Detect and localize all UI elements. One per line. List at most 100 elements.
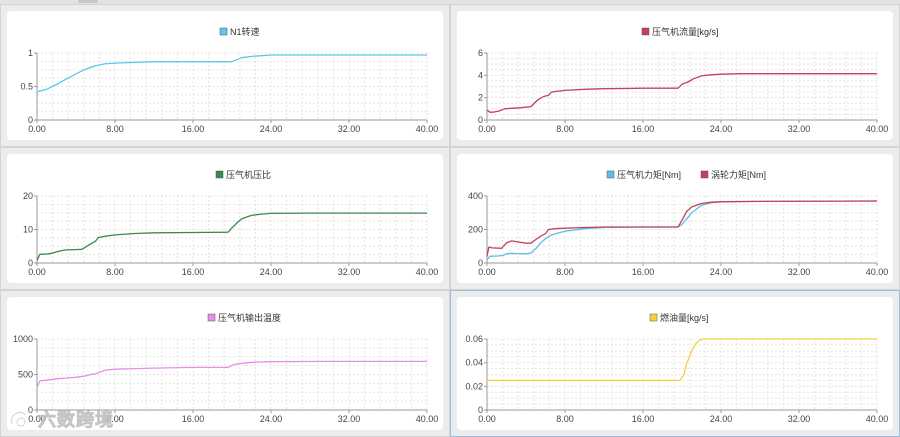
y-tick-label: 2 bbox=[478, 93, 483, 103]
x-tick-label: 16.00 bbox=[182, 267, 205, 277]
x-tick-label: 8.00 bbox=[106, 267, 124, 277]
grid bbox=[486, 338, 878, 411]
chart-cell-pressure-ratio: 0.00 8.00 16.00 24.00 32.00 40.00 0 10 20 压气机压比 bbox=[0, 147, 450, 290]
grid bbox=[36, 52, 428, 121]
chart-svg: 0.00 8.00 16.00 24.00 32.00 40.00 0 0.5 1 N1转速 bbox=[20, 26, 439, 134]
x-tick-label: 24.00 bbox=[260, 267, 283, 277]
chart-svg: 0.00 8.00 16.00 24.00 32.00 40.00 0 2 4 6 压气机流量[kg… bbox=[478, 26, 889, 134]
y-tick-label: 1000 bbox=[13, 334, 33, 344]
x-tick-label: 0.00 bbox=[28, 124, 46, 134]
y-tick-label: 0 bbox=[28, 258, 33, 268]
x-tick-label: 24.00 bbox=[260, 414, 283, 424]
chart-card: 0.00 8.00 16.00 24.00 32.00 40.00 0 10 20 压气机压比 bbox=[7, 154, 443, 283]
y-tick-label: 0.06 bbox=[465, 334, 483, 344]
legend-label: 压气机压比 bbox=[226, 169, 271, 180]
x-tick-label: 8.00 bbox=[556, 124, 574, 134]
y-tick-label: 1 bbox=[28, 48, 33, 58]
x-tick-label: 0.00 bbox=[478, 267, 496, 277]
y-tick-label: 500 bbox=[18, 370, 33, 380]
chart-cell-n1-speed: 0.00 8.00 16.00 24.00 32.00 40.00 0 0.5 1 N1转速 bbox=[0, 4, 450, 147]
x-tick-label: 8.00 bbox=[106, 414, 124, 424]
x-tick-label: 32.00 bbox=[338, 267, 361, 277]
x-tick-label: 8.00 bbox=[106, 124, 124, 134]
grid bbox=[486, 52, 878, 121]
x-tick-label: 24.00 bbox=[260, 124, 283, 134]
x-tick-label: 0.00 bbox=[478, 414, 496, 424]
legend: 压气机压比 bbox=[215, 169, 271, 180]
y-tick-label: 0 bbox=[478, 115, 483, 125]
x-tick-label: 40.00 bbox=[416, 414, 439, 424]
x-tick-label: 40.00 bbox=[866, 414, 889, 424]
x-tick-label: 24.00 bbox=[710, 267, 733, 277]
x-tick-label: 24.00 bbox=[710, 414, 733, 424]
chart-cell-outlet-temperature: 0.00 8.00 16.00 24.00 32.00 40.00 0 500 1000 压气机输… bbox=[0, 290, 450, 437]
top-strip-handle[interactable] bbox=[78, 0, 98, 3]
legend-swatch bbox=[207, 313, 216, 322]
series-line bbox=[487, 338, 877, 382]
x-tick-label: 8.00 bbox=[556, 414, 574, 424]
x-tick-label: 16.00 bbox=[632, 267, 655, 277]
chart-card: 0.00 8.00 16.00 24.00 32.00 40.00 0 0.02 0.04 0.0… bbox=[457, 297, 893, 430]
series-line bbox=[36, 360, 427, 388]
x-tick-label: 40.00 bbox=[416, 267, 439, 277]
legend: N1转速 bbox=[219, 26, 260, 37]
y-tick-label: 0.04 bbox=[465, 358, 483, 368]
legend: 压气机流量[kg/s] bbox=[641, 26, 719, 37]
y-tick-label: 0 bbox=[28, 115, 33, 125]
legend: 压气机力矩[Nm] 涡轮力矩[Nm] bbox=[606, 169, 766, 180]
chart-card: 0.00 8.00 16.00 24.00 32.00 40.00 0 500 1000 压气机输… bbox=[7, 297, 443, 430]
x-tick-label: 0.00 bbox=[28, 267, 46, 277]
y-tick-label: 6 bbox=[478, 48, 483, 58]
legend-label: 燃油量[kg/s] bbox=[660, 312, 709, 323]
chart-svg: 0.00 8.00 16.00 24.00 32.00 40.00 0 500 1000 压气机输… bbox=[13, 312, 439, 424]
legend-label: N1转速 bbox=[230, 26, 260, 37]
y-tick-label: 20 bbox=[23, 191, 33, 201]
top-strip bbox=[0, 0, 900, 4]
x-tick-label: 32.00 bbox=[788, 267, 811, 277]
chart-card: 0.00 8.00 16.00 24.00 32.00 40.00 0 2 4 6 压气机流量[kg… bbox=[457, 11, 893, 140]
y-tick-label: 10 bbox=[23, 225, 33, 235]
series-line bbox=[486, 73, 877, 113]
series-line bbox=[36, 54, 427, 93]
legend-swatch bbox=[641, 27, 650, 36]
y-tick-label: 0.02 bbox=[465, 381, 483, 391]
y-tick-label: 400 bbox=[468, 191, 483, 201]
legend-swatch bbox=[649, 313, 658, 322]
legend: 燃油量[kg/s] bbox=[649, 312, 709, 323]
y-tick-label: 0 bbox=[478, 258, 483, 268]
y-tick-label: 200 bbox=[468, 225, 483, 235]
x-tick-label: 0.00 bbox=[28, 414, 46, 424]
legend-label: 压气机流量[kg/s] bbox=[652, 26, 719, 37]
grid bbox=[486, 195, 878, 264]
grid bbox=[36, 338, 428, 411]
series-line bbox=[486, 200, 878, 257]
legend-swatch bbox=[215, 170, 224, 179]
legend-label: 压气机输出温度 bbox=[218, 312, 281, 323]
series-line bbox=[486, 200, 878, 261]
x-tick-label: 40.00 bbox=[866, 267, 889, 277]
legend-label: 压气机力矩[Nm] bbox=[617, 169, 681, 180]
x-tick-label: 16.00 bbox=[182, 124, 205, 134]
grid bbox=[36, 195, 428, 264]
chart-cell-torque: 0.00 8.00 16.00 24.00 32.00 40.00 0 200 400 压气机力矩… bbox=[450, 147, 900, 290]
chart-card: 0.00 8.00 16.00 24.00 32.00 40.00 0 0.5 1 N1转速 bbox=[7, 11, 443, 140]
chart-svg: 0.00 8.00 16.00 24.00 32.00 40.00 0 0.02 0.04 0.0… bbox=[465, 312, 889, 424]
chart-svg: 0.00 8.00 16.00 24.00 32.00 40.00 0 200 400 压气机力矩… bbox=[468, 169, 889, 277]
chart-cell-fuel-flow[interactable]: 0.00 8.00 16.00 24.00 32.00 40.00 0 0.02 0.04 0.0… bbox=[450, 290, 900, 437]
x-tick-label: 16.00 bbox=[632, 124, 655, 134]
series-line bbox=[36, 212, 427, 261]
y-tick-label: 0.5 bbox=[20, 82, 33, 92]
x-tick-label: 8.00 bbox=[556, 267, 574, 277]
x-tick-label: 40.00 bbox=[866, 124, 889, 134]
chart-card: 0.00 8.00 16.00 24.00 32.00 40.00 0 200 400 压气机力矩… bbox=[457, 154, 893, 283]
legend-swatch bbox=[606, 170, 615, 179]
y-tick-label: 4 bbox=[478, 70, 483, 80]
legend-swatch bbox=[219, 27, 228, 36]
chart-svg: 0.00 8.00 16.00 24.00 32.00 40.00 0 10 20 压气机压比 bbox=[23, 169, 439, 277]
chart-cell-compressor-flow: 0.00 8.00 16.00 24.00 32.00 40.00 0 2 4 6 压气机流量[kg… bbox=[450, 4, 900, 147]
legend-swatch bbox=[700, 170, 709, 179]
x-tick-label: 0.00 bbox=[478, 124, 496, 134]
y-tick-label: 0 bbox=[28, 405, 33, 415]
x-tick-label: 32.00 bbox=[788, 124, 811, 134]
x-tick-label: 40.00 bbox=[416, 124, 439, 134]
